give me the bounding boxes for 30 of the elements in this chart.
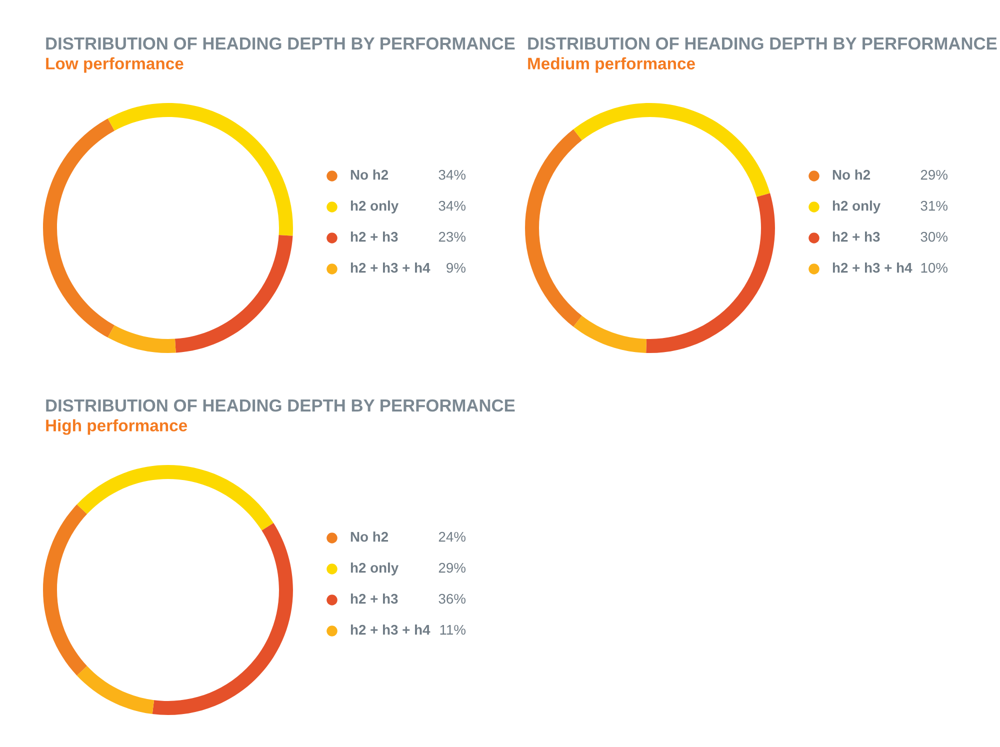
data-label: 34% — [438, 170, 466, 180]
data-label: 11% — [440, 624, 466, 635]
legend-label: h2 + h3 — [350, 232, 398, 242]
legend-label: h2 + h3 + h4 — [350, 624, 430, 635]
data-label: 29% — [920, 170, 948, 180]
data-label: 34% — [438, 200, 466, 211]
legend-label: h2 only — [350, 200, 399, 214]
legend-label: h2 + h3 + h4 — [350, 262, 430, 273]
data-label: 24% — [438, 532, 466, 542]
legend-label: No h2 — [350, 532, 388, 542]
legend-label: h2 only — [832, 200, 881, 214]
data-label: 10% — [921, 262, 948, 273]
legend-label: h2 + h3 — [832, 232, 880, 242]
legend-label: No h2 — [832, 170, 870, 180]
legend-label: No h2 — [350, 170, 388, 180]
data-label: 31% — [920, 200, 948, 211]
data-label: 30% — [920, 232, 948, 242]
chart-subtitle: Low performance — [46, 57, 184, 73]
chart-title: DISTRIBUTION OF HEADING DEPTH BY PERFORMANCE — [46, 399, 515, 412]
legend-label: h2 + h3 + h4 — [832, 262, 912, 273]
data-label: 9% — [446, 262, 466, 273]
data-label: 36% — [438, 594, 466, 604]
data-label: 29% — [438, 562, 466, 573]
chart-subtitle: High performance — [46, 419, 188, 435]
legend-label: h2 + h3 — [350, 594, 398, 604]
legend-label: h2 only — [350, 562, 399, 576]
chart-title: DISTRIBUTION OF HEADING DEPTH BY PERFORMANCE — [46, 37, 515, 50]
chart-subtitle: Medium performance — [528, 57, 695, 73]
chart-title: DISTRIBUTION OF HEADING DEPTH BY PERFORMANCE — [528, 37, 997, 50]
data-label: 23% — [438, 232, 466, 242]
